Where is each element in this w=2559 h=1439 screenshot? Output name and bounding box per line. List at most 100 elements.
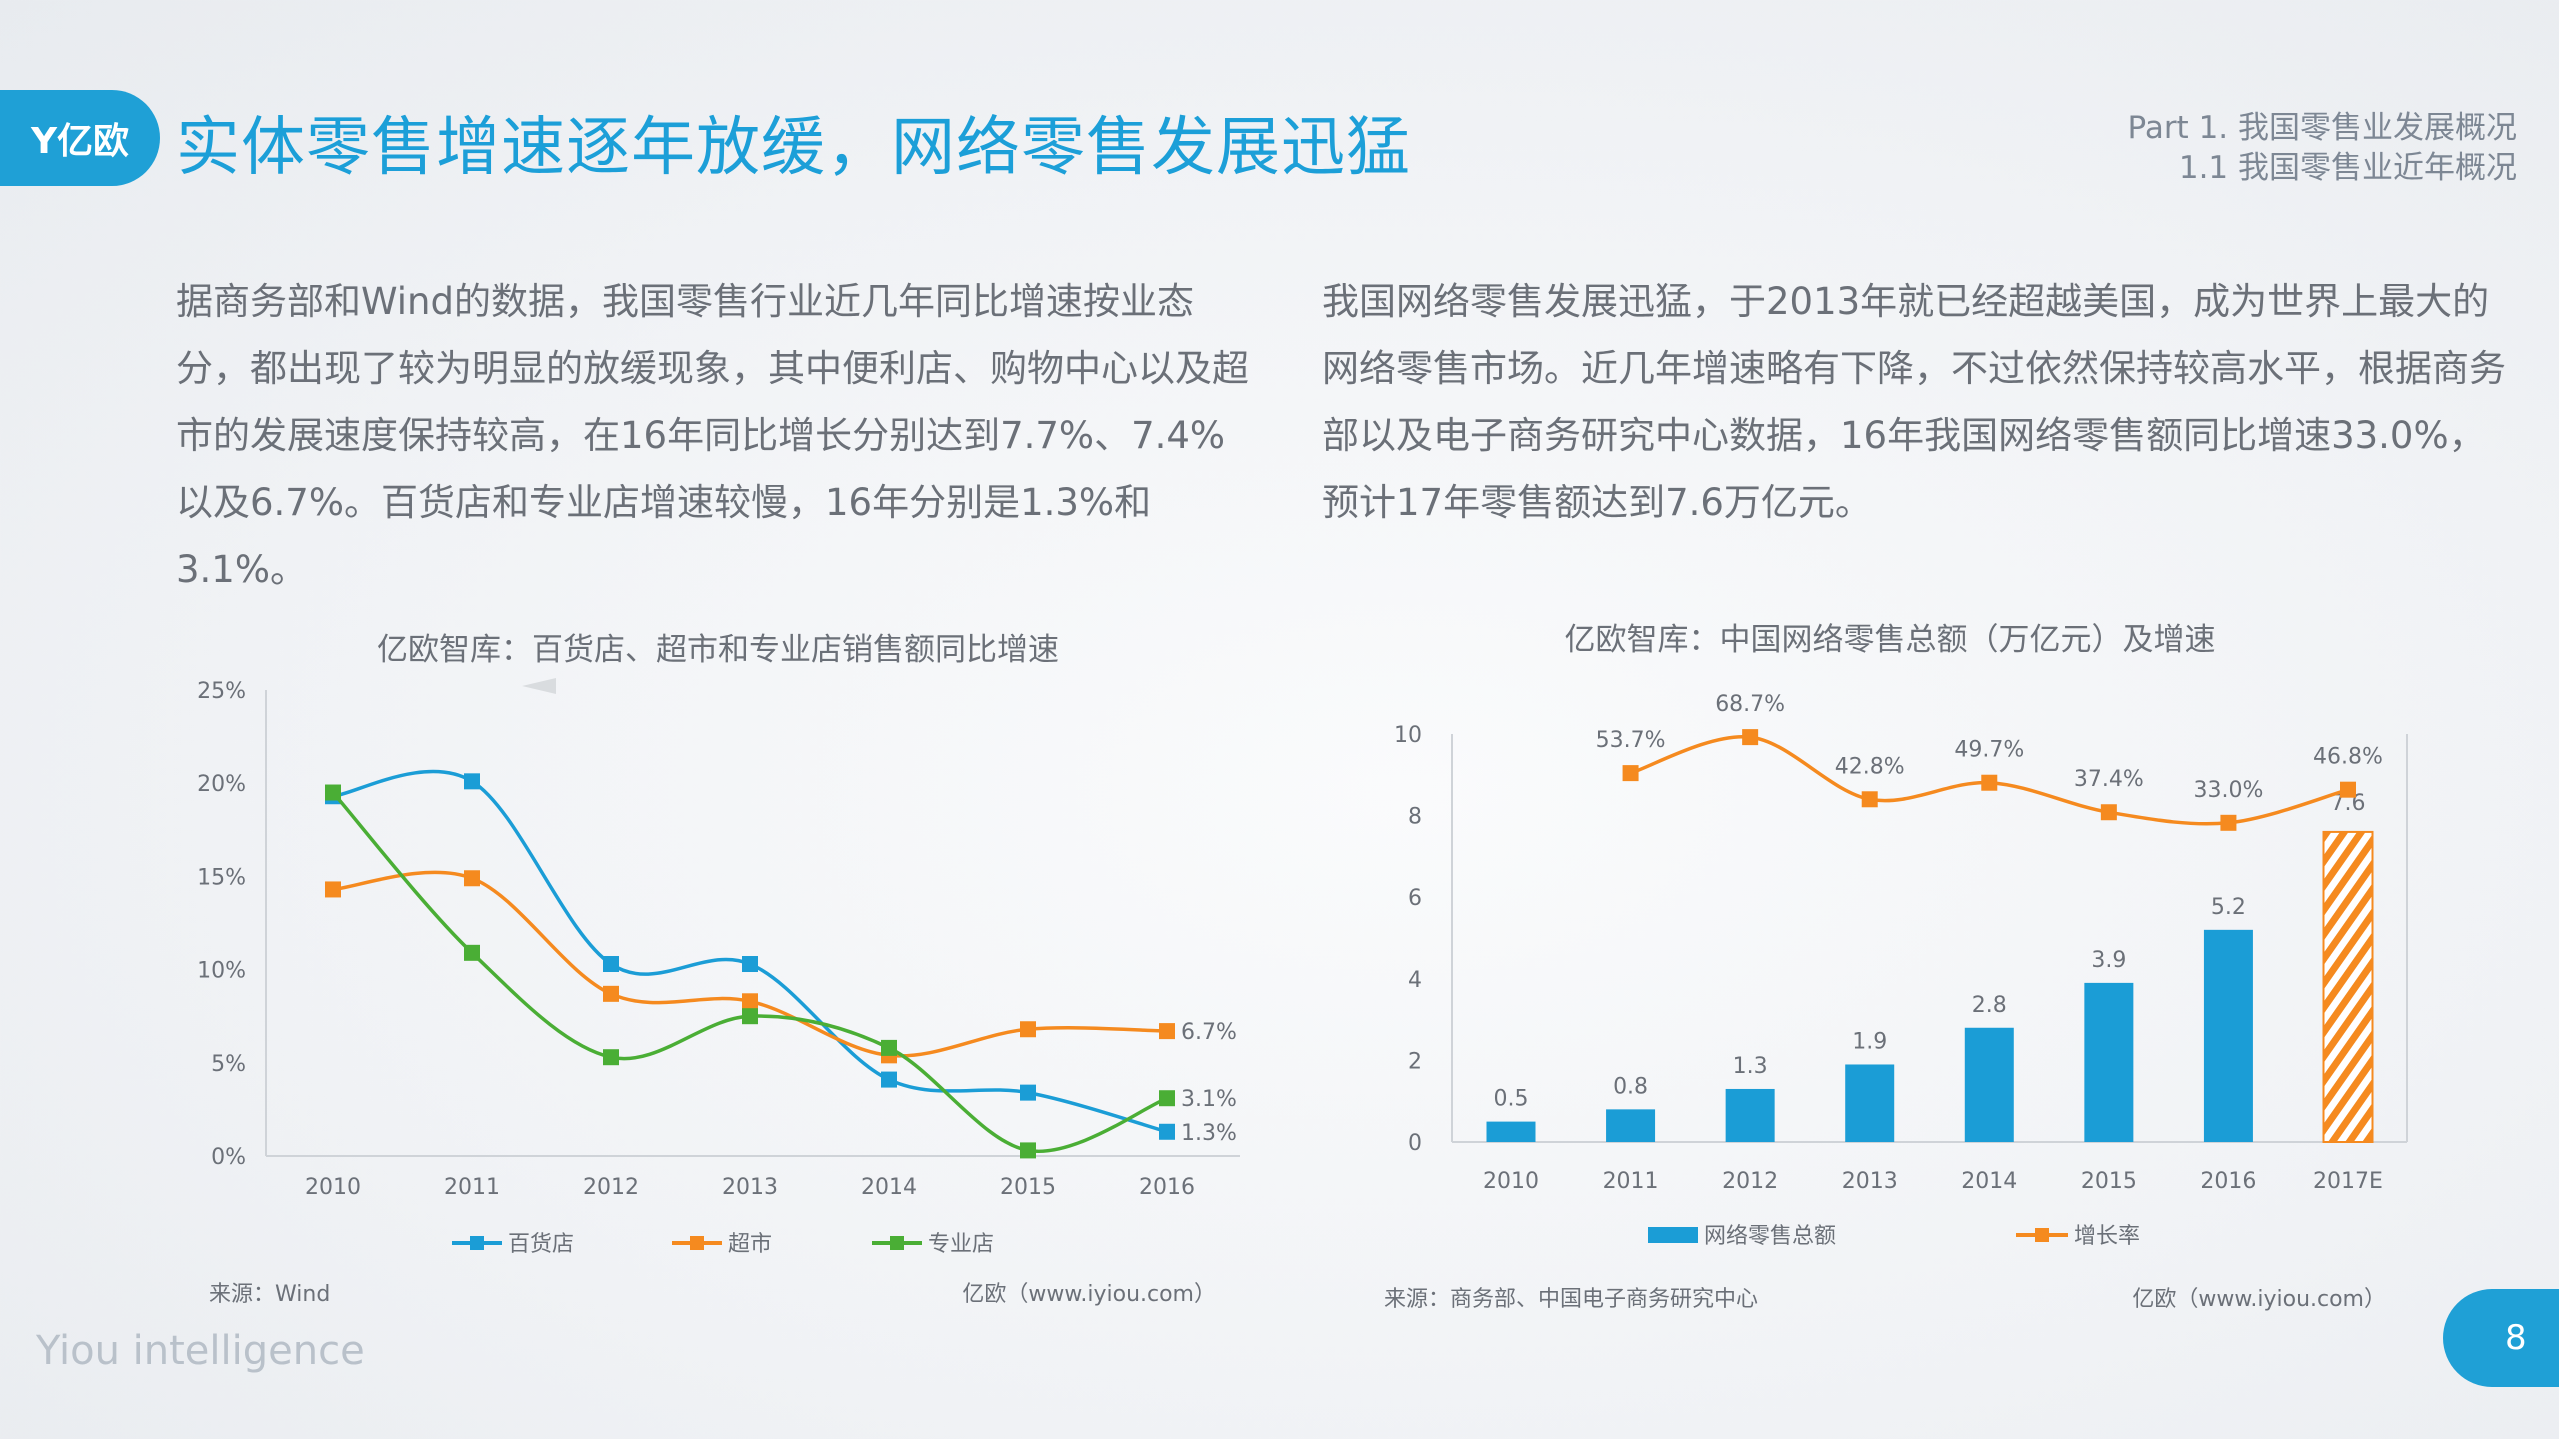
left-chart-credit: 亿欧（www.iyiou.com） (962, 1282, 1216, 1307)
data-point (1742, 729, 1759, 746)
legend-label: 超市 (728, 1232, 772, 1257)
data-point (603, 1049, 619, 1066)
end-value-label: 1.3% (1181, 1121, 1237, 1146)
right-chart-title: 亿欧智库：中国网络零售总额（万亿元）及增速 (1564, 622, 2216, 658)
end-value-label: 3.1% (1181, 1087, 1237, 1112)
bar (1964, 1027, 2014, 1142)
data-point (2100, 804, 2117, 821)
bar (1486, 1121, 1536, 1142)
page-title: 实体零售增速逐年放缓，网络零售发展迅猛 (176, 111, 1411, 185)
footer-brand: Yiou intelligence (36, 1328, 365, 1374)
bar (1606, 1109, 1656, 1142)
legend-label: 百货店 (508, 1232, 574, 1257)
y-tick-label: 10% (197, 959, 246, 984)
legend-label: 增长率 (2074, 1224, 2140, 1249)
rate-value-label: 37.4% (2074, 767, 2144, 792)
bar (1725, 1088, 1775, 1142)
legend-label: 网络零售总额 (1704, 1224, 1836, 1249)
legend-bar-swatch (1648, 1227, 1698, 1243)
legend-label: 专业店 (928, 1232, 994, 1257)
right-chart-credit: 亿欧（www.iyiou.com） (2132, 1287, 2386, 1312)
y-tick-label: 0% (211, 1145, 246, 1170)
x-tick-label: 2016 (1139, 1175, 1195, 1200)
x-tick-label: 2015 (2081, 1169, 2137, 1194)
bar-value-label: 0.8 (1613, 1074, 1648, 1099)
data-point (464, 773, 480, 790)
y-tick-label: 4 (1408, 968, 1422, 993)
bar (2203, 929, 2253, 1142)
y-tick-label: 15% (197, 865, 246, 890)
data-point (325, 881, 341, 898)
right-chart-source: 来源：商务部、中国电子商务研究中心 (1384, 1287, 1759, 1312)
rate-value-label: 42.8% (1835, 754, 1905, 779)
data-point (1159, 1023, 1175, 1040)
breadcrumb-section: 1.1 我国零售业近年概况 (2178, 150, 2517, 186)
data-point (881, 1071, 897, 1088)
data-point (1981, 774, 1998, 791)
x-tick-label: 2013 (722, 1175, 778, 1200)
data-point (2340, 781, 2356, 798)
rate-value-label: 33.0% (2193, 778, 2263, 803)
y-tick-label: 6 (1408, 886, 1422, 911)
legend-marker (470, 1236, 484, 1250)
bar (2084, 982, 2134, 1142)
y-tick-label: 10 (1394, 723, 1422, 748)
x-tick-label: 2014 (861, 1175, 917, 1200)
breadcrumb: Part 1. 我国零售业发展概况 1.1 我国零售业近年概况 (2128, 108, 2517, 188)
right-paragraph: 我国网络零售发展迅猛，于2013年就已经超越美国，成为世界上最大的网络零售市场。… (1322, 280, 2506, 524)
y-tick-label: 5% (211, 1052, 246, 1077)
x-tick-label: 2015 (1000, 1175, 1056, 1200)
end-value-label: 6.7% (1181, 1020, 1237, 1045)
rate-value-label: 68.7% (1715, 692, 1785, 717)
left-paragraph: 据商务部和Wind的数据，我国零售行业近几年同比增速按业态分，都出现了较为明显的… (176, 280, 1249, 591)
legend-marker (890, 1236, 904, 1250)
data-point (464, 944, 480, 961)
data-point (2220, 814, 2237, 831)
bar-value-label: 0.5 (1494, 1087, 1529, 1112)
estimate-bar (2322, 830, 2374, 1143)
data-point (1020, 1021, 1036, 1038)
logo-text: Y亿欧 (30, 121, 130, 162)
data-point (464, 870, 480, 887)
left-chart-source: 来源：Wind (209, 1282, 331, 1307)
data-point (742, 1008, 758, 1025)
data-point (881, 1039, 897, 1056)
y-tick-label: 2 (1408, 1049, 1422, 1074)
bar-value-label: 1.3 (1733, 1054, 1768, 1079)
x-tick-label: 2012 (1722, 1169, 1778, 1194)
data-point (1622, 765, 1639, 782)
data-point (742, 993, 758, 1010)
data-point (1159, 1123, 1175, 1140)
y-tick-label: 20% (197, 772, 246, 797)
x-tick-label: 2011 (1603, 1169, 1659, 1194)
data-point (1020, 1084, 1036, 1101)
x-tick-label: 2012 (583, 1175, 639, 1200)
y-tick-label: 8 (1408, 805, 1422, 830)
x-tick-label: 2011 (444, 1175, 500, 1200)
yiou-logo: Y亿欧 (0, 90, 160, 186)
y-tick-label: 25% (197, 679, 246, 704)
left-chart-title: 亿欧智库：百货店、超市和专业店销售额同比增速 (377, 632, 1059, 668)
bar (1845, 1064, 1895, 1142)
x-tick-label: 2010 (1483, 1169, 1539, 1194)
data-point (603, 956, 619, 973)
data-point (1861, 791, 1878, 808)
series-line-0 (332, 769, 1168, 1134)
x-tick-label: 2016 (2200, 1169, 2256, 1194)
x-tick-label: 2017E (2313, 1169, 2383, 1194)
bar-value-label: 5.2 (2211, 895, 2246, 920)
rate-value-label: 53.7% (1596, 728, 1666, 753)
page-number: 8 (2443, 1289, 2559, 1387)
bar-value-label: 1.9 (1852, 1029, 1887, 1054)
decorative-arrow-icon (522, 678, 556, 694)
data-point (742, 956, 758, 973)
x-tick-label: 2010 (305, 1175, 361, 1200)
x-tick-label: 2013 (1842, 1169, 1898, 1194)
bar-value-label: 3.9 (2091, 948, 2126, 973)
x-tick-label: 2014 (1961, 1169, 2017, 1194)
rate-value-label: 49.7% (1954, 738, 2024, 763)
rate-value-label: 46.8% (2313, 745, 2383, 770)
legend-marker (2035, 1228, 2049, 1242)
data-point (1159, 1090, 1175, 1107)
